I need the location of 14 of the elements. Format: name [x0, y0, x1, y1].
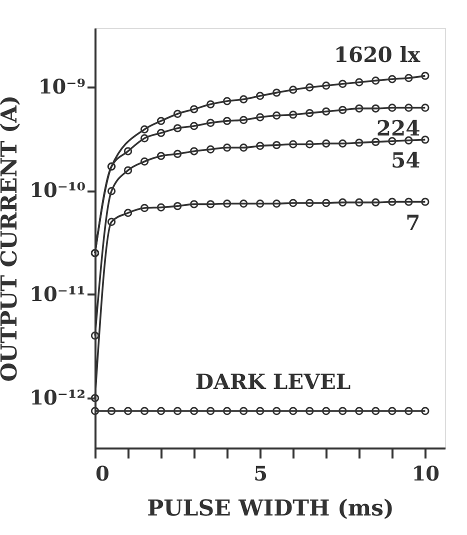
x-tick-label: 0	[96, 462, 110, 486]
y-tick-label: 10⁻⁹	[38, 74, 86, 98]
series-label: 7	[406, 210, 420, 235]
x-axis-title: PULSE WIDTH (ms)	[147, 496, 394, 522]
series-label: 54	[390, 148, 420, 173]
annotation: DARK LEVEL	[195, 369, 351, 394]
series-label: 1620 lx	[334, 42, 421, 67]
x-tick-label: 5	[254, 462, 268, 486]
y-tick-label: 10⁻¹¹	[30, 282, 86, 306]
y-tick-label: 10⁻¹⁰	[30, 178, 86, 202]
y-axis-title: OUTPUT CURRENT (A)	[0, 95, 23, 382]
x-tick-label: 10	[412, 462, 440, 486]
y-tick-label: 10⁻¹²	[30, 386, 86, 410]
series-label: 224	[376, 116, 420, 141]
